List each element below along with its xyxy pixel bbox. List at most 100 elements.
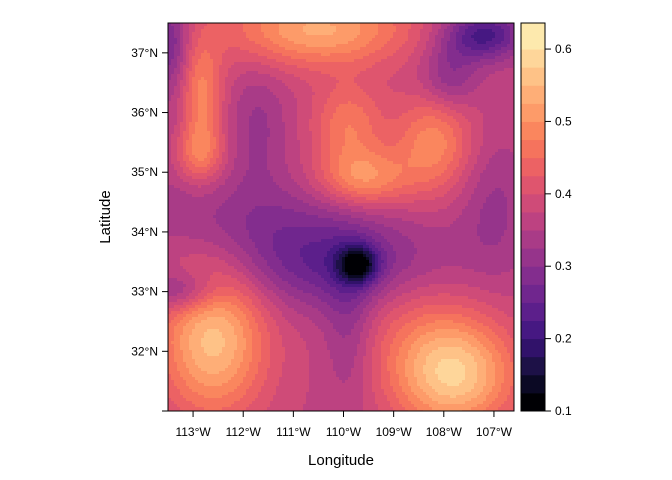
contour-cell bbox=[276, 104, 280, 108]
contour-cell bbox=[192, 134, 196, 138]
contour-cell bbox=[246, 68, 250, 72]
contour-cell bbox=[396, 131, 400, 135]
contour-cell bbox=[186, 59, 190, 63]
contour-cell bbox=[219, 50, 223, 54]
contour-cell bbox=[255, 83, 259, 87]
contour-cell bbox=[504, 128, 508, 132]
contour-cell bbox=[456, 122, 460, 126]
contour-cell bbox=[237, 101, 241, 105]
contour-cell bbox=[282, 128, 286, 132]
contour-cell bbox=[399, 104, 403, 108]
contour-cell bbox=[345, 80, 349, 84]
contour-cell bbox=[483, 125, 487, 129]
contour-cell bbox=[198, 143, 202, 147]
contour-cell bbox=[234, 32, 238, 36]
contour-cell bbox=[321, 116, 325, 120]
contour-cell bbox=[468, 137, 472, 141]
contour-cell bbox=[306, 71, 310, 75]
contour-cell bbox=[369, 74, 373, 78]
contour-cell bbox=[378, 101, 382, 105]
contour-cell bbox=[180, 137, 184, 141]
contour-cell bbox=[168, 98, 172, 102]
contour-cell bbox=[420, 119, 424, 123]
contour-cell bbox=[231, 149, 235, 153]
contour-cell bbox=[249, 53, 253, 57]
contour-cell bbox=[246, 86, 250, 90]
contour-cell bbox=[357, 149, 361, 153]
contour-cell bbox=[192, 62, 196, 66]
contour-cell bbox=[402, 29, 406, 33]
contour-cell bbox=[495, 23, 499, 27]
contour-cell bbox=[264, 80, 268, 84]
contour-cell bbox=[357, 71, 361, 75]
contour-cell bbox=[177, 92, 181, 96]
contour-cell bbox=[345, 32, 349, 36]
contour-cell bbox=[420, 86, 424, 90]
contour-cell bbox=[288, 41, 292, 45]
contour-cell bbox=[315, 119, 319, 123]
contour-cell bbox=[270, 47, 274, 51]
contour-cell bbox=[276, 71, 280, 75]
contour-cell bbox=[312, 77, 316, 81]
contour-cell bbox=[258, 107, 262, 111]
contour-cell bbox=[219, 56, 223, 60]
contour-cell bbox=[210, 143, 214, 147]
contour-cell bbox=[507, 59, 511, 63]
contour-cell bbox=[363, 65, 367, 69]
contour-cell bbox=[423, 65, 427, 69]
contour-cell bbox=[507, 62, 511, 66]
contour-cell bbox=[321, 80, 325, 84]
contour-cell bbox=[408, 23, 412, 27]
contour-cell bbox=[270, 29, 274, 33]
contour-cell bbox=[225, 65, 229, 69]
contour-cell bbox=[207, 110, 211, 114]
contour-cell bbox=[477, 83, 481, 87]
contour-cell bbox=[396, 59, 400, 63]
contour-cell bbox=[489, 98, 493, 102]
contour-cell bbox=[396, 95, 400, 99]
contour-cell bbox=[483, 38, 487, 42]
contour-cell bbox=[327, 131, 331, 135]
contour-cell bbox=[357, 119, 361, 123]
contour-cell bbox=[168, 116, 172, 120]
contour-cell bbox=[465, 80, 469, 84]
contour-cell bbox=[342, 65, 346, 69]
contour-cell bbox=[315, 134, 319, 138]
contour-cell bbox=[294, 71, 298, 75]
contour-cell bbox=[396, 50, 400, 54]
contour-cell bbox=[303, 23, 307, 27]
contour-cell bbox=[174, 23, 178, 27]
contour-cell bbox=[510, 101, 514, 105]
contour-cell bbox=[288, 77, 292, 81]
contour-cell bbox=[390, 125, 394, 129]
contour-cell bbox=[288, 95, 292, 99]
contour-cell bbox=[492, 137, 496, 141]
contour-cell bbox=[270, 131, 274, 135]
contour-cell bbox=[324, 74, 328, 78]
contour-cell bbox=[294, 44, 298, 48]
contour-cell bbox=[291, 95, 295, 99]
contour-cell bbox=[474, 116, 478, 120]
contour-cell bbox=[192, 86, 196, 90]
contour-cell bbox=[420, 38, 424, 42]
contour-cell bbox=[474, 125, 478, 129]
contour-cell bbox=[207, 104, 211, 108]
contour-cell bbox=[174, 149, 178, 153]
contour-cell bbox=[267, 41, 271, 45]
contour-cell bbox=[174, 134, 178, 138]
contour-cell bbox=[360, 50, 364, 54]
contour-cell bbox=[438, 68, 442, 72]
contour-cell bbox=[180, 143, 184, 147]
contour-cell bbox=[432, 62, 436, 66]
contour-cell bbox=[300, 146, 304, 150]
contour-cell bbox=[201, 56, 205, 60]
contour-cell bbox=[273, 50, 277, 54]
contour-cell bbox=[186, 50, 190, 54]
contour-cell bbox=[489, 83, 493, 87]
contour-cell bbox=[342, 44, 346, 48]
contour-cell bbox=[402, 128, 406, 132]
contour-cell bbox=[192, 101, 196, 105]
contour-cell bbox=[294, 137, 298, 141]
contour-cell bbox=[309, 143, 313, 147]
contour-cell bbox=[387, 110, 391, 114]
